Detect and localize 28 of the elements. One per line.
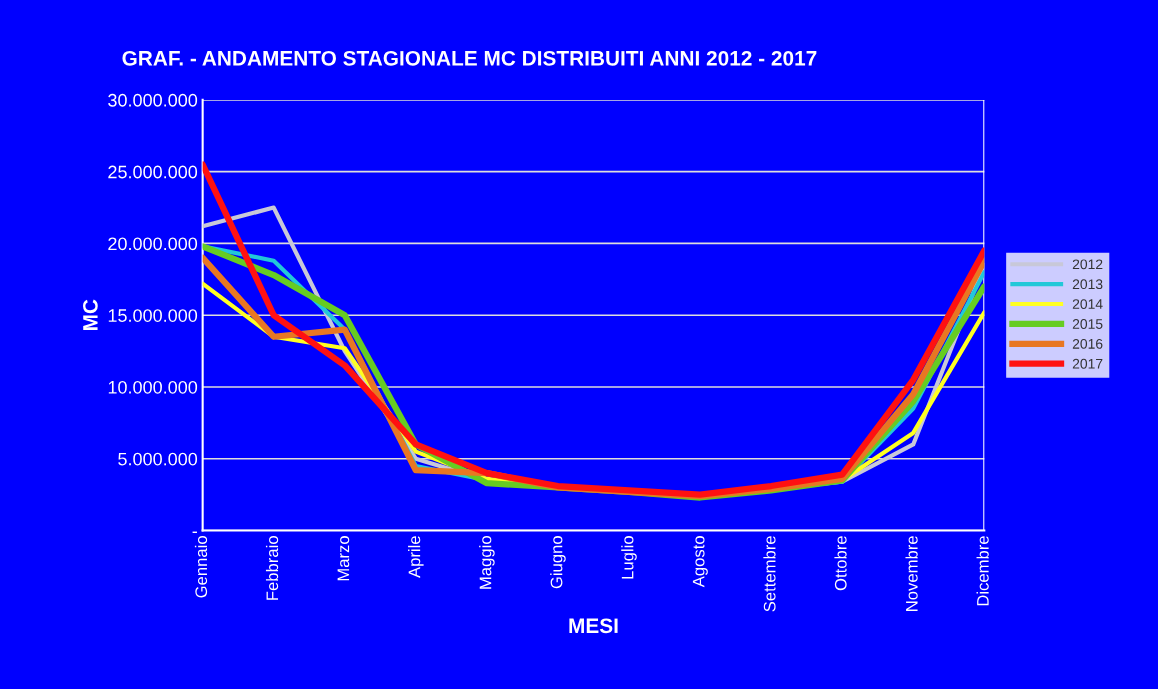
x-axis-title: MESI [569,618,618,634]
x-tick-label: Luglio [621,536,637,579]
x-tick-label: Febbraio [265,536,279,600]
y-tick-label: 15.000.000 [108,309,198,322]
x-tick-label: Marzo [337,536,350,581]
chart-title: GRAF. - ANDAMENTO STAGIONALE MC DISTRIBUITI ANNI 2012 - 2017 [122,50,817,66]
legend-label: 2012 [1072,259,1103,270]
y-tick-label: 5.000.000 [118,452,198,466]
legend-label: 2017 [1072,358,1103,369]
legend-label: 2013 [1072,279,1103,290]
legend-label: 2015 [1072,319,1103,329]
y-tick-label: 20.000.000 [108,237,198,251]
y-tick-label: 25.000.000 [108,165,198,179]
x-tick-label: Ottobre [834,536,847,591]
x-tick-label: Aprile [408,536,424,578]
x-tick-label: Settembre [763,536,776,612]
x-tick-label: Novembre [905,536,918,611]
y-tick-label: - [192,531,197,533]
x-tick-label: Giugno [550,536,566,589]
x-tick-label: Agosto [692,536,708,588]
y-tick-label: 30.000.000 [108,93,198,107]
legend-label: 2014 [1072,299,1103,309]
y-tick-label: 10.000.000 [108,380,198,394]
legend-label: 2016 [1072,338,1103,349]
x-tick-label: Maggio [479,536,495,589]
y-axis-title: MC [83,299,98,331]
x-tick-label: Gennaio [194,536,208,598]
x-tick-label: Dicembre [976,536,989,606]
